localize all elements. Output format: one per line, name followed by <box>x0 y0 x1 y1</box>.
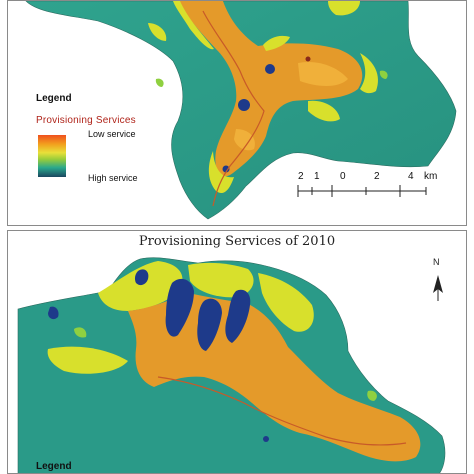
map-title: Provisioning Services of 2010 <box>138 234 336 249</box>
yellow-belt-south <box>47 346 128 374</box>
bottom-service-map <box>17 257 446 473</box>
yellow-ridge-north <box>188 262 254 298</box>
yellow-patch-east <box>308 100 340 122</box>
scale-tick-label: 2 <box>374 171 380 182</box>
dark-patch-4 <box>305 56 311 62</box>
yellow-ridge-east <box>258 273 314 332</box>
dark-cluster-5 <box>48 306 59 320</box>
scale-tick-label: 1 <box>314 171 320 182</box>
orange-patch-east <box>298 61 348 86</box>
dark-patch-2 <box>238 99 250 111</box>
legend-high-label: High service <box>88 173 138 183</box>
dark-cluster-2 <box>197 298 222 351</box>
scale-bar <box>297 185 427 197</box>
yellow-band-4 <box>208 151 234 194</box>
legend-low-label: Low service <box>88 129 136 139</box>
dark-cluster-1 <box>165 278 194 337</box>
dark-patch-1 <box>265 64 275 74</box>
legend-subtitle: Provisioning Services <box>36 115 136 126</box>
legend-color-ramp <box>38 135 66 177</box>
yellow-band-3 <box>360 53 379 94</box>
yellow-band-6 <box>328 1 360 16</box>
green-patch-2 <box>379 70 388 79</box>
orange-patch-south <box>234 129 255 151</box>
legend-title-top: Legend <box>36 93 72 104</box>
yellow-band-5 <box>148 23 167 41</box>
dark-cluster-3 <box>225 289 251 343</box>
bottom-map-panel: Provisioning Services of 2010 N Legend <box>7 230 467 474</box>
dark-patch-5 <box>263 436 269 442</box>
scale-tick-label: 0 <box>340 171 346 182</box>
top-map-panel: Legend Provisioning Services Low service… <box>7 0 467 226</box>
scale-unit-label: km <box>424 171 438 182</box>
yellow-band-1 <box>173 1 214 50</box>
legend-title-bottom: Legend <box>36 461 72 472</box>
green-patch-4 <box>367 390 377 401</box>
top-service-map <box>25 1 457 220</box>
north-arrow-icon <box>433 275 443 301</box>
green-patch-3 <box>74 327 87 338</box>
yellow-band-2 <box>263 35 290 51</box>
river-line-bottom <box>157 376 407 446</box>
river-line-top <box>202 10 265 207</box>
dark-patch-3 <box>222 165 230 173</box>
north-label: N <box>433 257 440 267</box>
dark-cluster-4 <box>134 269 149 286</box>
scale-tick-label: 2 <box>298 171 304 182</box>
green-patch-1 <box>155 78 164 87</box>
scale-tick-label: 4 <box>408 171 414 182</box>
yellow-ridge-west <box>98 261 183 311</box>
